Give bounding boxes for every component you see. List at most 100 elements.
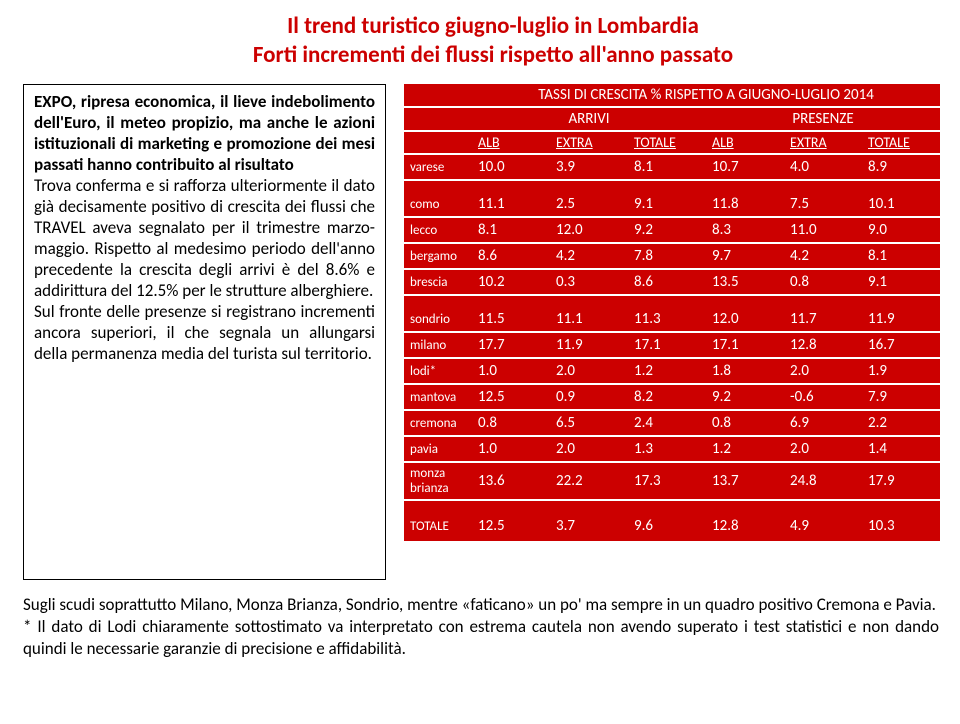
slide: Il trend turistico giugno-luglio in Lomb…	[0, 0, 960, 724]
intro-paragraph-2: Trova conferma e si rafforza ulteriormen…	[34, 175, 375, 301]
cell-value: 11.1	[550, 295, 628, 332]
cell-value: 7.8	[628, 243, 706, 269]
cell-value: 9.1	[628, 180, 706, 217]
cell-value: 11.8	[706, 180, 784, 217]
row-label: pavia	[404, 436, 472, 462]
cell-value: 11.3	[628, 295, 706, 332]
cell-value: 10.2	[472, 269, 550, 295]
cell-value: 0.8	[706, 410, 784, 436]
cell-value: 11.9	[862, 295, 940, 332]
cell-value: 2.2	[862, 410, 940, 436]
table-row: lecco8.112.09.28.311.09.0	[404, 217, 940, 243]
cell-value: 7.9	[862, 384, 940, 410]
cell-value: 9.7	[706, 243, 784, 269]
cell-value: 10.3	[862, 500, 940, 541]
table-super-header-row: TASSI DI CRESCITA % RISPETTO A GIUGNO-LU…	[404, 84, 940, 107]
cell-value: 1.2	[706, 436, 784, 462]
title-line-1: Il trend turistico giugno-luglio in Lomb…	[172, 12, 814, 41]
cell-value: 9.2	[628, 217, 706, 243]
table-row: lodi*1.02.01.21.82.01.9	[404, 358, 940, 384]
cell-value: 0.9	[550, 384, 628, 410]
cell-value: 8.1	[862, 243, 940, 269]
col-header: EXTRA	[550, 131, 628, 154]
row-label: cremona	[404, 410, 472, 436]
cell-value: 1.2	[628, 358, 706, 384]
row-label: mantova	[404, 384, 472, 410]
row-label: brescia	[404, 269, 472, 295]
cell-value: 2.0	[550, 358, 628, 384]
table-blank	[404, 107, 472, 131]
cell-value: 9.2	[706, 384, 784, 410]
cell-value: 12.8	[784, 332, 862, 358]
row-label: como	[404, 180, 472, 217]
group-header-presenze: PRESENZE	[706, 107, 940, 131]
title-line-2: Forti incrementi dei flussi rispetto all…	[172, 41, 814, 70]
cell-value: 22.2	[550, 462, 628, 500]
table-row: como11.12.59.111.87.510.1	[404, 180, 940, 217]
cell-value: 24.8	[784, 462, 862, 500]
table-row: cremona0.86.52.40.86.92.2	[404, 410, 940, 436]
cell-value: 2.5	[550, 180, 628, 217]
cell-value: 17.1	[628, 332, 706, 358]
cell-value: 4.2	[784, 243, 862, 269]
table-row: mantova12.50.98.29.2-0.67.9	[404, 384, 940, 410]
cell-value: 9.6	[628, 500, 706, 541]
cell-value: 13.5	[706, 269, 784, 295]
cell-value: 1.0	[472, 358, 550, 384]
cell-value: 0.3	[550, 269, 628, 295]
cell-value: 4.0	[784, 154, 862, 180]
cell-value: -0.6	[784, 384, 862, 410]
table-total-row: TOTALE12.53.79.612.84.910.3	[404, 500, 940, 541]
cell-value: 1.9	[862, 358, 940, 384]
cell-value: 0.8	[472, 410, 550, 436]
cell-value: 11.5	[472, 295, 550, 332]
cell-value: 3.9	[550, 154, 628, 180]
table-row: varese10.03.98.110.74.08.9	[404, 154, 940, 180]
col-header: ALB	[472, 131, 550, 154]
row-label: lodi*	[404, 358, 472, 384]
col-header: TOTALE	[862, 131, 940, 154]
cell-value: 8.6	[472, 243, 550, 269]
cell-value: 3.7	[550, 500, 628, 541]
cell-value: 1.8	[706, 358, 784, 384]
cell-value: 11.9	[550, 332, 628, 358]
growth-table-wrapper: TASSI DI CRESCITA % RISPETTO A GIUGNO-LU…	[404, 84, 940, 541]
row-label: lecco	[404, 217, 472, 243]
row-label: TOTALE	[404, 500, 472, 541]
table-body: varese10.03.98.110.74.08.9como11.12.59.1…	[404, 154, 940, 541]
cell-value: 8.6	[628, 269, 706, 295]
cell-value: 12.8	[706, 500, 784, 541]
cell-value: 17.7	[472, 332, 550, 358]
cell-value: 9.0	[862, 217, 940, 243]
cell-value: 11.1	[472, 180, 550, 217]
cell-value: 8.2	[628, 384, 706, 410]
cell-value: 17.3	[628, 462, 706, 500]
group-header-arrivi: ARRIVI	[472, 107, 706, 131]
cell-value: 10.7	[706, 154, 784, 180]
col-header: TOTALE	[628, 131, 706, 154]
table-row: milano17.711.917.117.112.816.7	[404, 332, 940, 358]
cell-value: 8.9	[862, 154, 940, 180]
table-column-header-row: ALB EXTRA TOTALE ALB EXTRA TOTALE	[404, 131, 940, 154]
table-row: monza brianza13.622.217.313.724.817.9	[404, 462, 940, 500]
title-block: Il trend turistico giugno-luglio in Lomb…	[172, 12, 814, 70]
cell-value: 12.5	[472, 384, 550, 410]
cell-value: 2.0	[784, 358, 862, 384]
cell-value: 2.4	[628, 410, 706, 436]
cell-value: 16.7	[862, 332, 940, 358]
cell-value: 12.5	[472, 500, 550, 541]
growth-table: TASSI DI CRESCITA % RISPETTO A GIUGNO-LU…	[404, 84, 940, 541]
row-label: varese	[404, 154, 472, 180]
cell-value: 8.1	[472, 217, 550, 243]
row-label: bergamo	[404, 243, 472, 269]
cell-value: 17.1	[706, 332, 784, 358]
cell-value: 0.8	[784, 269, 862, 295]
table-corner-blank	[404, 84, 472, 107]
table-super-header: TASSI DI CRESCITA % RISPETTO A GIUGNO-LU…	[472, 84, 940, 107]
cell-value: 10.1	[862, 180, 940, 217]
cell-value: 4.2	[550, 243, 628, 269]
cell-value: 17.9	[862, 462, 940, 500]
footer-paragraph-2: * Il dato di Lodi chiaramente sottostima…	[23, 616, 939, 660]
table-row: sondrio11.511.111.312.011.711.9	[404, 295, 940, 332]
cell-value: 1.3	[628, 436, 706, 462]
